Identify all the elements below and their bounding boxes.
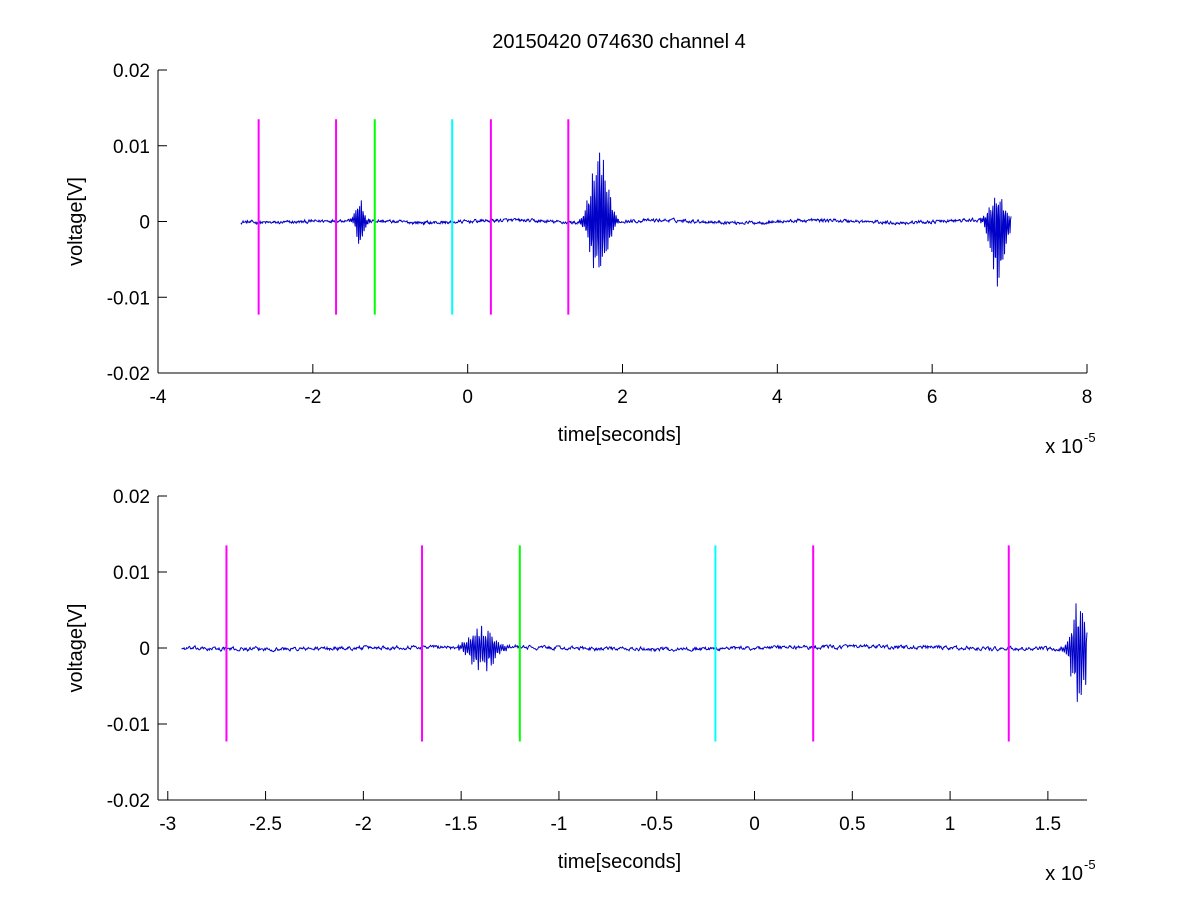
y-tick-label: 0: [139, 639, 150, 660]
x-tick-label: -2: [355, 814, 372, 835]
y-tick-label: 0.01: [113, 137, 150, 158]
x-tick-label: 6: [927, 387, 938, 408]
y-tick-label: -0.01: [107, 715, 150, 736]
x-tick-label: 0: [462, 387, 473, 408]
x-tick-label: -1: [550, 814, 567, 835]
x-tick-label: -1.5: [445, 814, 478, 835]
x-tick-label: 2: [617, 387, 628, 408]
signal-line: [181, 603, 1088, 702]
x-axis-label: time[seconds]: [558, 851, 681, 873]
signal-line: [240, 152, 1012, 287]
y-axis-label: voltage[V]: [65, 177, 87, 266]
figure-title: 20150420 074630 channel 4: [492, 31, 746, 53]
x-tick-label: -4: [150, 387, 167, 408]
x-tick-label: -0.5: [640, 814, 673, 835]
x-axis-label: time[seconds]: [558, 424, 681, 446]
bottom-subplot: -0.02 -0.01 0 0.01 0.02 -3 -2.5 -2 -1.5 -1 -0.5 0 0.…: [65, 487, 1096, 885]
x-exponent-power: -5: [1084, 430, 1096, 445]
top-subplot: -0.02 -0.01 0 0.01 0.02 -4 -2 0 2 4 6 8 time[seconds…: [65, 61, 1096, 458]
x-tick-label: 0: [749, 814, 760, 835]
y-tick-label: -0.01: [107, 288, 150, 309]
x-exponent-label: x 10: [1045, 863, 1083, 885]
x-exponent-label: x 10: [1045, 436, 1083, 458]
y-tick-label: 0.02: [113, 61, 150, 82]
x-tick-label: -2.5: [249, 814, 282, 835]
x-tick-label: -3: [159, 814, 176, 835]
x-exponent-power: -5: [1084, 857, 1096, 872]
y-axis-label: voltage[V]: [65, 604, 87, 693]
y-tick-label: 0.01: [113, 563, 150, 584]
x-tick-label: 1.5: [1035, 814, 1061, 835]
x-tick-label: -2: [304, 387, 321, 408]
y-tick-label: -0.02: [107, 364, 150, 385]
x-tick-label: 0.5: [839, 814, 865, 835]
y-tick-label: -0.02: [107, 791, 150, 812]
y-tick-label: 0: [139, 213, 150, 234]
x-tick-label: 1: [945, 814, 956, 835]
x-tick-label: 8: [1082, 387, 1093, 408]
y-tick-label: 0.02: [113, 487, 150, 508]
x-tick-label: 4: [772, 387, 783, 408]
